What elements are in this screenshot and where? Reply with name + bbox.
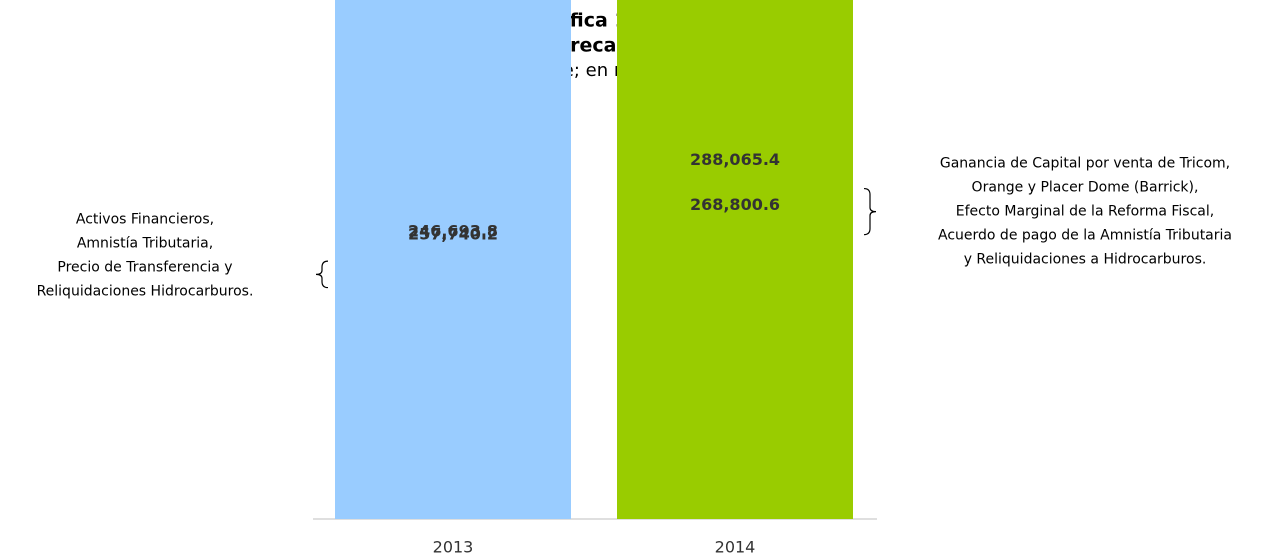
brace xyxy=(315,260,329,289)
annotation: Amnistía Tributaria, xyxy=(77,235,213,251)
value-label: 268,800.6 xyxy=(690,195,780,214)
x-tick-label: 2014 xyxy=(715,538,756,557)
bar-segment xyxy=(335,0,571,519)
total-label: 288,065.4 xyxy=(690,150,780,169)
annotation: Precio de Transferencia y xyxy=(57,259,232,275)
annotation: Reliquidaciones Hidrocarburos. xyxy=(37,283,254,299)
bar-segment xyxy=(617,0,853,520)
brace xyxy=(863,187,877,236)
x-tick-label: 2013 xyxy=(433,538,474,557)
annotation: Acuerdo de pago de la Amnistía Tributari… xyxy=(938,228,1232,244)
annotation: Orange y Placer Dome (Barrick), xyxy=(972,180,1199,196)
total-label: 257,740.2 xyxy=(408,225,498,244)
annotation: Ganancia de Capital por venta de Tricom, xyxy=(940,156,1230,172)
value-label: 246,693.8 xyxy=(408,221,498,240)
annotation: Activos Financieros, xyxy=(76,211,214,227)
annotation: y Reliquidaciones a Hidrocarburos. xyxy=(964,252,1207,268)
annotation: Efecto Marginal de la Reforma Fiscal, xyxy=(956,204,1214,220)
